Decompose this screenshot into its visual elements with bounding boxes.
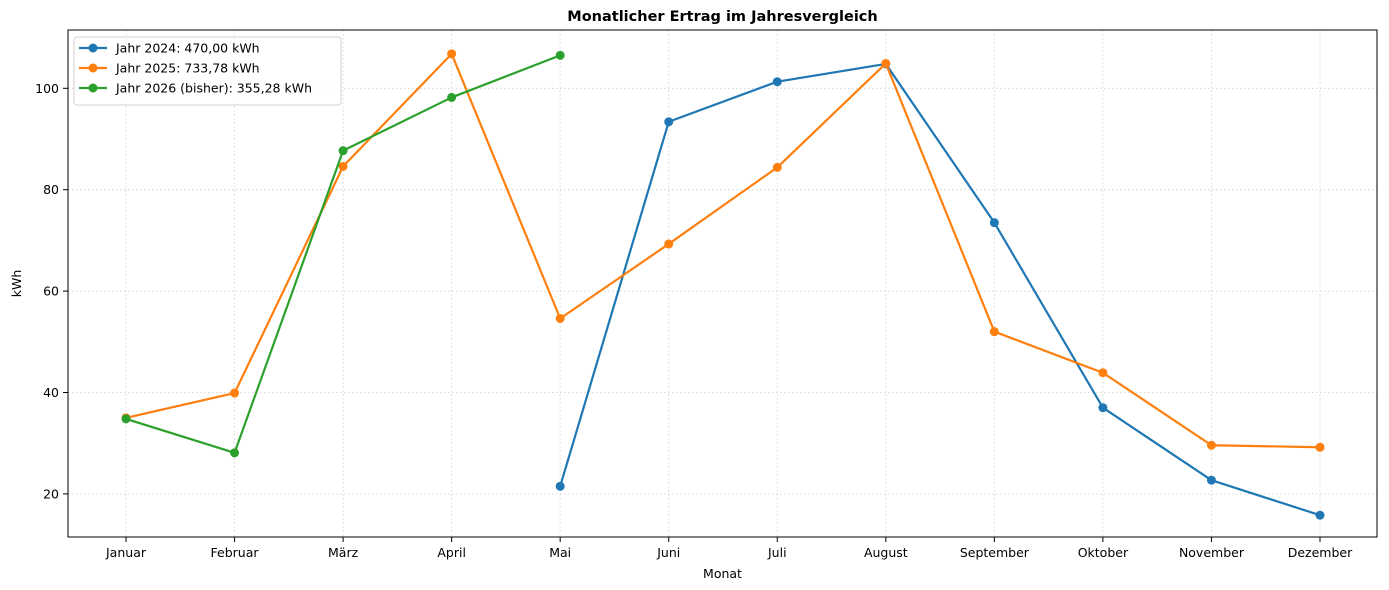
series-line bbox=[559, 62, 1321, 517]
data-point bbox=[230, 388, 240, 398]
series-line bbox=[125, 52, 1321, 449]
legend-label: Jahr 2025: 733,78 kWh bbox=[115, 61, 260, 76]
series-2 bbox=[121, 49, 1325, 452]
x-axis: Januar Februar März April Mai Juni Juli August S… bbox=[105, 537, 1353, 560]
x-tick-label: März bbox=[328, 545, 359, 560]
x-tick-label: Januar bbox=[105, 545, 147, 560]
chart-title: Monatlicher Ertrag im Jahresvergleich bbox=[567, 9, 877, 25]
data-point bbox=[989, 218, 999, 228]
data-point bbox=[230, 448, 240, 458]
data-point bbox=[989, 327, 999, 337]
data-point bbox=[1098, 403, 1108, 413]
x-tick-label: Juli bbox=[767, 545, 787, 560]
data-point bbox=[121, 414, 131, 424]
x-tick-label: August bbox=[864, 545, 908, 560]
x-tick-label: November bbox=[1179, 545, 1245, 560]
legend-label: Jahr 2024: 470,00 kWh bbox=[115, 41, 260, 56]
y-tick-label: 40 bbox=[43, 385, 59, 400]
data-point bbox=[1315, 510, 1325, 520]
legend-marker bbox=[88, 63, 98, 73]
data-point bbox=[338, 161, 348, 171]
data-point bbox=[664, 117, 674, 127]
data-point bbox=[555, 481, 565, 491]
data-point bbox=[555, 313, 565, 323]
legend-marker bbox=[88, 43, 98, 53]
x-tick-label: Februar bbox=[211, 545, 260, 560]
x-tick-label: September bbox=[960, 545, 1030, 560]
legend-marker bbox=[88, 83, 98, 93]
x-axis-label: Monat bbox=[703, 566, 742, 581]
data-point bbox=[447, 92, 457, 102]
data-point bbox=[555, 50, 565, 60]
plot-frame bbox=[67, 29, 1378, 538]
series-1 bbox=[555, 59, 1325, 520]
data-point bbox=[1206, 475, 1216, 485]
data-point bbox=[881, 58, 891, 68]
data-point bbox=[338, 146, 348, 156]
x-tick-label: Mai bbox=[549, 545, 571, 560]
legend-box bbox=[73, 36, 342, 106]
y-axis: 20 40 60 80 100 bbox=[35, 81, 68, 501]
series-layer bbox=[121, 49, 1325, 520]
x-tick-label: Dezember bbox=[1288, 545, 1353, 560]
y-tick-label: 100 bbox=[35, 81, 59, 96]
data-point bbox=[664, 239, 674, 249]
y-axis-label: kWh bbox=[9, 270, 24, 298]
legend-label: Jahr 2026 (bisher): 355,28 kWh bbox=[115, 81, 312, 96]
y-tick-label: 80 bbox=[43, 182, 59, 197]
data-point bbox=[447, 49, 457, 59]
y-tick-label: 20 bbox=[43, 486, 59, 501]
data-point bbox=[1098, 368, 1108, 378]
grid bbox=[68, 30, 1377, 537]
x-tick-label: April bbox=[437, 545, 466, 560]
legend: Jahr 2024: 470,00 kWh Jahr 2025: 733,78 k… bbox=[73, 36, 342, 106]
series-3 bbox=[121, 50, 565, 458]
data-point bbox=[1206, 440, 1216, 450]
data-point bbox=[772, 77, 782, 87]
y-tick-label: 60 bbox=[43, 284, 59, 299]
data-point bbox=[1315, 442, 1325, 452]
data-point bbox=[772, 162, 782, 172]
x-tick-label: Juni bbox=[656, 545, 680, 560]
x-tick-label: Oktober bbox=[1078, 545, 1129, 560]
